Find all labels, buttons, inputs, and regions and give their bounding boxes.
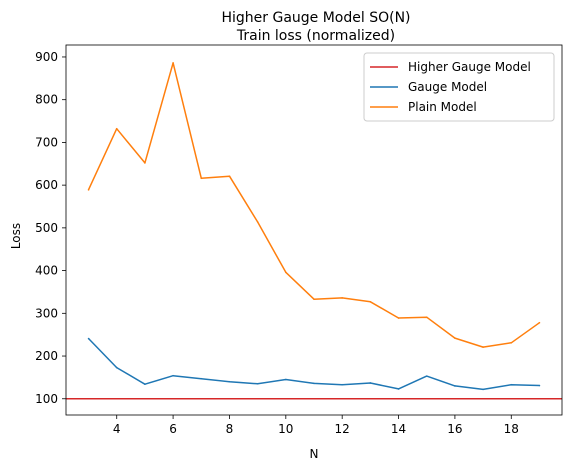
x-tick-label-3: 10: [278, 422, 293, 436]
y-tick-label-2: 300: [35, 306, 58, 320]
series-0-point-15: [510, 383, 513, 386]
series-1-point-0: [87, 189, 90, 191]
y-axis-ticks: 100 200 300 400 500 600 700 800 900: [35, 50, 66, 406]
series-0-point-5: [228, 380, 231, 383]
series-0-point-1: [115, 366, 118, 369]
legend-label-1: Gauge Model: [408, 80, 487, 94]
series-0-point-12: [425, 375, 428, 377]
chart-title: Higher Gauge Model SO(N): [221, 10, 410, 26]
series-1-point-16: [538, 321, 541, 324]
x-tick-label-4: 12: [335, 422, 350, 436]
series-1-point-11: [397, 317, 400, 319]
legend: Higher Gauge Model Gauge Model Plain Model: [363, 52, 555, 122]
series-0-point-2: [144, 383, 146, 386]
y-tick-label-0: 100: [35, 392, 58, 406]
y-tick-label-8: 900: [35, 50, 58, 64]
y-tick-label-4: 500: [35, 221, 58, 235]
x-tick-label-1: 6: [169, 422, 177, 436]
x-axis-label: N: [310, 447, 319, 461]
series-0-point-11: [397, 388, 400, 390]
y-tick-label-5: 600: [35, 178, 58, 192]
series-1-point-2: [144, 162, 146, 164]
legend-box: [363, 52, 555, 122]
x-axis-ticks: 4 6 8 10 12 14 16 18: [113, 415, 519, 436]
x-tick-label-6: 16: [447, 422, 462, 436]
series-1-point-6: [256, 221, 259, 223]
legend-label-0: Higher Gauge Model: [408, 60, 531, 74]
series-0-point-7: [285, 378, 287, 381]
y-tick-label-1: 200: [35, 349, 58, 363]
series-1-point-10: [369, 300, 372, 303]
series-0-point-16: [538, 384, 541, 387]
x-tick-label-0: 4: [113, 422, 121, 436]
series-0-point-10: [369, 382, 372, 384]
series-0-point-0: [87, 337, 90, 340]
series-1-point-9: [341, 297, 343, 299]
series-1-point-15: [510, 341, 513, 344]
axes-frame: [65, 44, 563, 416]
series-1-point-3: [172, 62, 174, 64]
series-0-point-13: [454, 385, 456, 387]
series-1-point-12: [425, 316, 428, 318]
series-0-point-9: [341, 383, 343, 386]
y-axis-label: Loss: [9, 223, 23, 249]
plot-area: [65, 44, 563, 416]
y-tick-label-6: 700: [35, 135, 58, 149]
legend-label-2: Plain Model: [408, 100, 477, 114]
series-1-point-5: [228, 175, 231, 177]
chart-subtitle: Train loss (normalized): [236, 28, 395, 44]
x-tick-label-2: 8: [226, 422, 234, 436]
y-tick-label-7: 800: [35, 93, 58, 107]
series-1-point-4: [200, 177, 203, 180]
series-1-point-13: [454, 337, 456, 339]
series-0-point-4: [200, 377, 203, 380]
y-tick-label-3: 400: [35, 264, 58, 278]
x-tick-label-7: 18: [504, 422, 519, 436]
series-1-point-8: [313, 298, 315, 301]
series-1-point-7: [285, 271, 287, 274]
series-0-point-14: [482, 388, 484, 391]
series-1-point-14: [482, 346, 484, 348]
series-0-point-6: [256, 383, 259, 385]
series-0-point-8: [313, 382, 315, 385]
series-0-point-3: [172, 374, 174, 377]
x-tick-label-5: 14: [391, 422, 406, 436]
series-1-point-1: [115, 127, 118, 130]
